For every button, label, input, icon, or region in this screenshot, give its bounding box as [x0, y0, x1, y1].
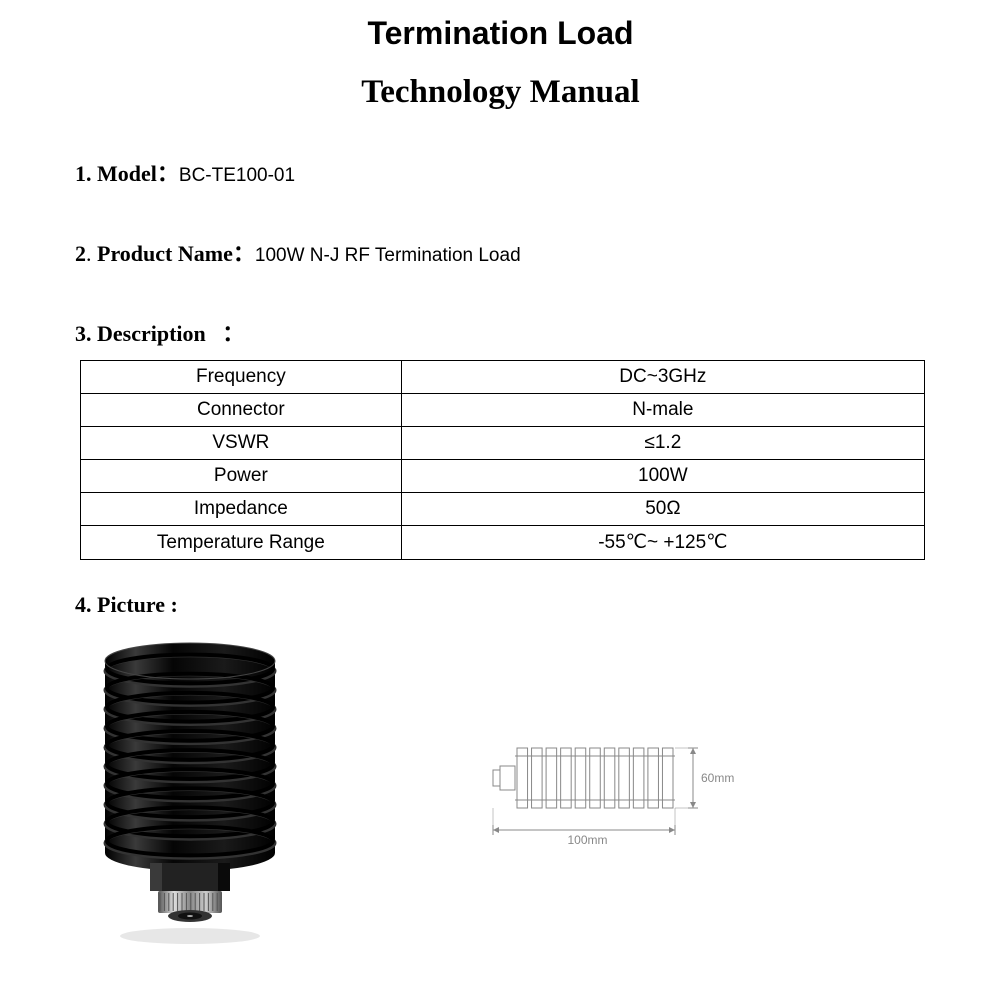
section-num: 1. — [75, 161, 92, 186]
spec-value: ≤1.2 — [401, 427, 924, 460]
page-title-1: Termination Load — [75, 15, 926, 52]
section-num: 3. — [75, 321, 92, 346]
table-row: VSWR≤1.2 — [81, 427, 925, 460]
page-title-2: Technology Manual — [75, 74, 926, 111]
svg-text:100mm: 100mm — [567, 833, 607, 847]
section-label: Picture : — [97, 592, 178, 617]
spec-param: Impedance — [81, 493, 402, 526]
spec-value: N-male — [401, 394, 924, 427]
product-name-value: 100W N-J RF Termination Load — [255, 245, 521, 266]
section-num: 4. — [75, 592, 92, 617]
section-label: Product Name — [97, 241, 233, 266]
section-picture: 4. Picture : — [75, 592, 926, 618]
table-row: FrequencyDC~3GHz — [81, 361, 925, 394]
product-photo — [75, 628, 305, 948]
spec-param: Connector — [81, 394, 402, 427]
section-model: 1. Model：BC-TE100-01 — [75, 156, 926, 188]
spec-param: Temperature Range — [81, 526, 402, 560]
spec-value: 100W — [401, 460, 924, 493]
table-row: Impedance50Ω — [81, 493, 925, 526]
section-num: 2 — [75, 241, 86, 266]
pictures-row: 100mm 60mm — [75, 628, 926, 948]
spec-value: 50Ω — [401, 493, 924, 526]
section-product-name: 2. Product Name：100W N-J RF Termination … — [75, 236, 926, 268]
spec-param: VSWR — [81, 427, 402, 460]
dimension-diagram: 100mm 60mm — [485, 723, 735, 853]
spec-value: -55℃~ +125℃ — [401, 526, 924, 560]
section-label: Description — [97, 321, 206, 346]
model-value: BC-TE100-01 — [179, 165, 295, 186]
section-description: 3. Description ： FrequencyDC~3GHzConnect… — [75, 316, 926, 560]
table-row: ConnectorN-male — [81, 394, 925, 427]
table-row: Temperature Range-55℃~ +125℃ — [81, 526, 925, 560]
spec-param: Power — [81, 460, 402, 493]
section-sep: ： — [157, 161, 179, 186]
svg-text:60mm: 60mm — [701, 771, 734, 785]
spec-param: Frequency — [81, 361, 402, 394]
section-sep: ： — [222, 321, 244, 346]
spec-value: DC~3GHz — [401, 361, 924, 394]
section-label: Model — [97, 161, 157, 186]
section-sep: ： — [233, 241, 255, 266]
table-row: Power100W — [81, 460, 925, 493]
spec-table: FrequencyDC~3GHzConnectorN-maleVSWR≤1.2P… — [80, 360, 925, 560]
